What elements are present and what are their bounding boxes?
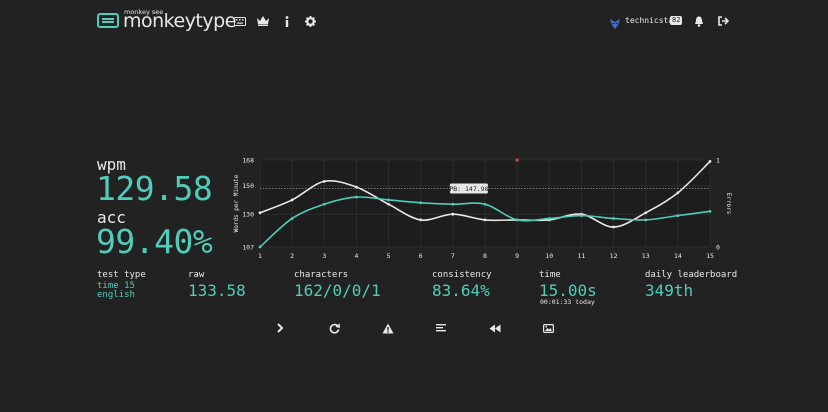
data-point-raw [387,202,390,206]
crown-icon[interactable] [256,14,270,28]
data-point-wpm [483,202,487,206]
time-value[interactable]: 15.00s [539,281,597,300]
data-point-wpm [580,214,583,218]
user-avatar-icon[interactable] [609,15,621,29]
error-marker [515,158,519,162]
time-label: time [539,270,561,280]
align-left-icon [436,324,446,332]
time-today: 00:01:33 today [540,298,595,306]
data-point-raw [322,179,326,183]
x-tick-label: 7 [451,252,455,260]
y2-tick-label: 1 [716,157,720,165]
raw-value[interactable]: 133.58 [188,281,246,300]
rewind-icon [489,324,501,332]
refresh-icon [329,323,340,334]
chevron-right-icon [277,323,284,333]
replay-button[interactable] [488,321,502,335]
x-tick-label: 10 [545,252,553,260]
data-point-raw [451,212,455,216]
x-tick-label: 9 [515,252,519,260]
data-point-raw [708,160,712,163]
consistency-label: consistency [432,270,492,280]
y-tick-label: 168 [242,157,254,165]
acc-value[interactable]: 99.40% [96,222,213,261]
data-point-raw [419,218,423,222]
y2-axis-label: Errors [725,193,732,215]
data-point-wpm [258,245,262,249]
x-tick-label: 13 [642,252,650,260]
restart-test-button[interactable] [327,321,341,335]
image-icon [542,323,554,333]
consistency-value[interactable]: 83.64% [432,281,490,300]
wpm-label: wpm [97,155,126,174]
y-tick-label: 107 [242,244,254,252]
x-tick-label: 2 [290,252,294,260]
data-point-wpm [708,209,712,213]
x-tick-label: 8 [483,252,487,260]
pb-label: PB: 147.98 [449,185,488,193]
info-icon[interactable] [280,14,294,28]
data-point-raw [483,218,487,222]
pb-label-box [449,183,488,194]
logo-icon[interactable] [97,13,119,28]
username[interactable]: technicstat [625,16,678,25]
x-tick-label: 5 [387,252,391,260]
data-point-wpm [387,198,390,202]
characters-value[interactable]: 162/0/0/1 [294,281,381,300]
keyboard-icon[interactable] [233,14,247,28]
data-point-wpm [547,217,551,220]
daily-leaderboard-label: daily leaderboard [645,270,738,280]
data-point-wpm [419,201,423,205]
characters-label: characters [294,270,349,280]
gear-icon[interactable] [303,14,317,28]
sign-out-icon[interactable] [716,14,730,28]
data-point-raw [676,191,680,195]
data-point-wpm [290,217,294,220]
data-point-wpm [612,217,615,220]
level-badge: 82 [670,16,683,25]
data-point-raw [644,211,648,215]
data-point-wpm [644,218,648,222]
acc-label: acc [97,208,126,227]
data-point-raw [355,185,358,189]
bell-icon[interactable] [692,14,706,28]
data-point-raw [290,198,294,202]
test-type-label: test type [97,270,146,280]
test-type-language: english [97,290,135,300]
x-tick-label: 3 [322,252,326,260]
y2-tick-label: 0 [716,244,720,252]
daily-leaderboard-value[interactable]: 349th [645,281,694,300]
data-point-raw [612,225,615,229]
y-axis-label: Words per Minute [233,174,240,232]
raw-label: raw [188,270,205,280]
logo-subtitle: monkey see [124,8,164,16]
data-point-raw [258,211,262,215]
test-type-mode: time 15 [97,281,135,291]
y-tick-label: 130 [242,211,254,219]
x-tick-label: 14 [674,252,682,260]
next-test-button[interactable] [273,321,287,335]
logo-text[interactable]: monkeytype [123,10,236,32]
data-point-wpm [451,202,455,206]
wpm-value[interactable]: 129.58 [96,169,213,208]
report-button[interactable] [381,321,395,335]
x-tick-label: 1 [258,252,262,260]
data-point-wpm [515,218,519,222]
x-tick-label: 12 [610,252,618,260]
data-point-wpm [322,202,326,206]
x-tick-label: 6 [419,252,423,260]
x-tick-label: 15 [706,252,714,260]
data-point-wpm [676,214,680,218]
y-tick-label: 150 [242,182,254,190]
warning-icon [382,323,394,333]
x-tick-label: 4 [354,252,358,260]
screenshot-button[interactable] [541,321,555,335]
data-point-wpm [355,195,358,199]
x-tick-label: 11 [578,252,586,260]
words-history-button[interactable] [434,321,448,335]
